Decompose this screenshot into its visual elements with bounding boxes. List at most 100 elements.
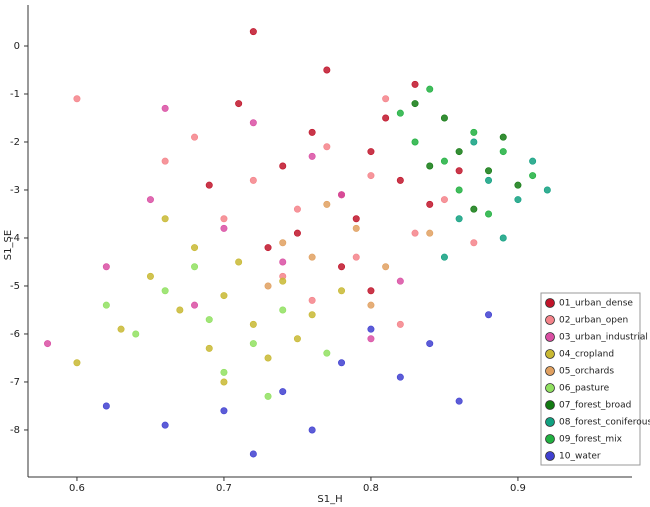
point — [249, 119, 257, 127]
point — [308, 311, 316, 319]
point — [455, 148, 463, 156]
point — [338, 263, 346, 271]
point — [161, 215, 169, 223]
point — [191, 263, 199, 271]
point — [264, 282, 272, 290]
point — [352, 253, 360, 261]
point — [132, 330, 140, 338]
point — [440, 114, 448, 122]
point — [426, 340, 434, 348]
legend-marker — [545, 451, 555, 461]
x-axis-label: S1_H — [317, 494, 342, 505]
y-tick-label: -5 — [10, 281, 20, 292]
point — [279, 277, 287, 285]
point — [308, 253, 316, 261]
point — [44, 340, 52, 348]
point — [543, 186, 551, 194]
point — [279, 258, 287, 266]
legend-marker — [545, 383, 555, 393]
point — [323, 66, 331, 74]
point — [499, 133, 507, 141]
x-tick-label: 0.6 — [69, 483, 85, 494]
legend-marker — [545, 417, 555, 427]
legend-marker — [545, 298, 555, 308]
legend-label: 10_water — [559, 452, 601, 462]
point — [485, 176, 493, 184]
y-tick-label: -3 — [10, 185, 20, 196]
point — [499, 148, 507, 156]
point — [367, 287, 375, 295]
point — [117, 325, 125, 333]
point — [396, 109, 404, 117]
point — [529, 172, 537, 180]
legend-label: 08_forest_coniferous — [559, 418, 650, 428]
point — [338, 359, 346, 367]
point — [191, 244, 199, 252]
point — [440, 196, 448, 204]
point — [308, 152, 316, 160]
point — [338, 191, 346, 199]
point — [73, 359, 81, 367]
x-tick-label: 0.9 — [510, 483, 526, 494]
point — [396, 277, 404, 285]
legend-marker — [545, 332, 555, 342]
point — [264, 244, 272, 252]
point — [470, 239, 478, 247]
point — [455, 215, 463, 223]
point — [426, 85, 434, 93]
point — [514, 196, 522, 204]
legend-label: 09_forest_mix — [559, 435, 623, 445]
legend-label: 04_cropland — [559, 350, 614, 360]
point — [323, 200, 331, 208]
legend-label: 01_urban_dense — [559, 299, 633, 309]
point — [308, 128, 316, 136]
point — [396, 176, 404, 184]
point — [220, 378, 228, 386]
point — [308, 426, 316, 434]
point — [470, 138, 478, 146]
point — [499, 234, 507, 242]
y-tick-label: 0 — [14, 41, 20, 52]
point — [293, 229, 301, 237]
point — [102, 263, 110, 271]
point — [264, 392, 272, 400]
y-tick-label: -1 — [10, 89, 20, 100]
point — [367, 325, 375, 333]
point — [470, 205, 478, 213]
point — [367, 148, 375, 156]
point — [264, 354, 272, 362]
point — [338, 287, 346, 295]
point — [235, 100, 243, 108]
point — [249, 340, 257, 348]
point — [455, 397, 463, 405]
legend-marker — [545, 434, 555, 444]
point — [176, 306, 184, 314]
point — [426, 162, 434, 170]
point — [220, 292, 228, 300]
point — [279, 239, 287, 247]
point — [102, 402, 110, 410]
point — [279, 306, 287, 314]
y-tick-label: -2 — [10, 137, 20, 148]
point — [205, 316, 213, 324]
point — [367, 335, 375, 343]
point — [279, 388, 287, 396]
point — [470, 128, 478, 136]
point — [352, 224, 360, 232]
y-tick-label: -7 — [10, 377, 20, 388]
point — [249, 450, 257, 458]
point — [161, 157, 169, 165]
legend-label: 03_urban_industrial — [559, 333, 648, 343]
legend-label: 02_urban_open — [559, 316, 628, 326]
y-axis-label: S1_SE — [3, 230, 14, 260]
point — [249, 28, 257, 36]
point — [191, 133, 199, 141]
point — [411, 229, 419, 237]
legend-marker — [545, 400, 555, 410]
y-tick-label: -8 — [10, 425, 20, 436]
point — [440, 157, 448, 165]
point — [279, 162, 287, 170]
point — [352, 215, 360, 223]
legend-label: 05_orchards — [559, 367, 614, 377]
